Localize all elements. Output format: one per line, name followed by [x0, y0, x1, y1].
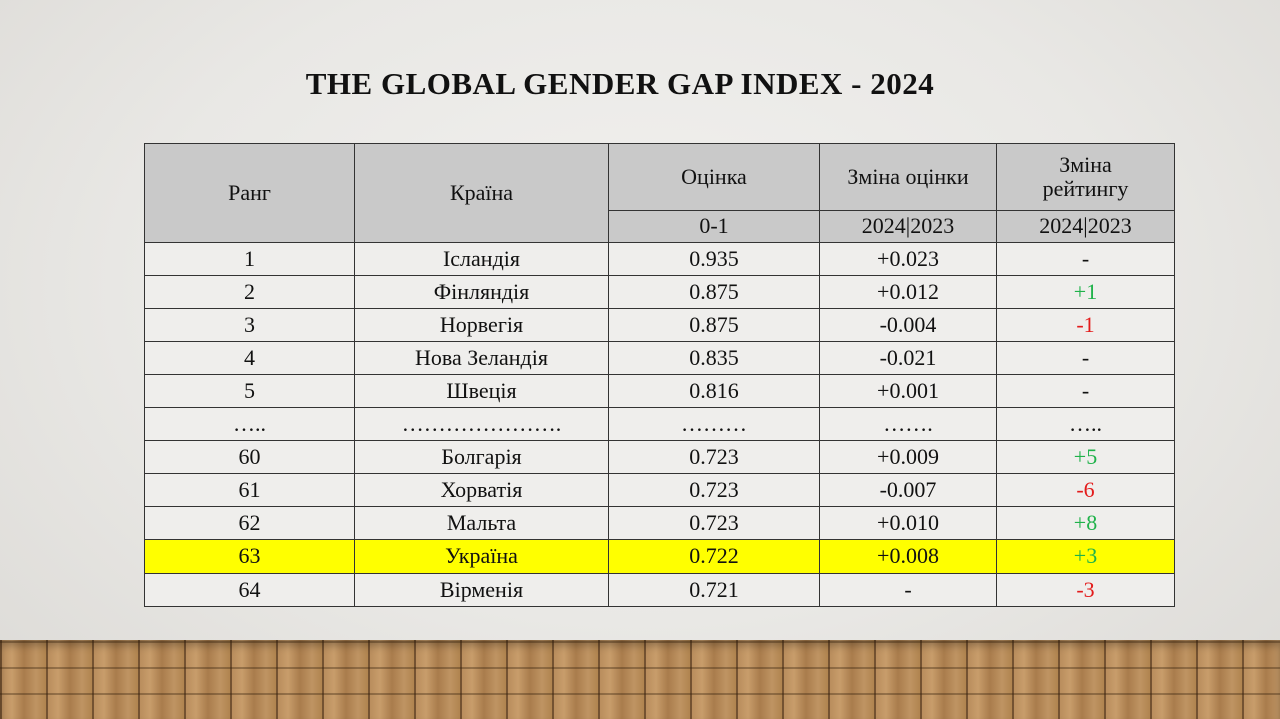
header-score: Оцінка: [608, 143, 820, 211]
cell-rank: 64: [144, 573, 355, 607]
cell-rank-change: -1: [996, 308, 1175, 342]
table-row: 60 Болгарія 0.723 +0.009 +5: [144, 440, 1175, 474]
cell-rank: 5: [144, 374, 355, 408]
cell-score-change: +0.012: [819, 275, 997, 309]
table-row: 3 Норвегія 0.875 -0.004 -1: [144, 308, 1175, 342]
cell-score-change: +0.009: [819, 440, 997, 474]
table-row: 5 Швеція 0.816 +0.001-: [144, 374, 1175, 408]
cell-score-change: …….: [819, 407, 997, 441]
cell-rank-change: +1: [996, 275, 1175, 309]
cell-country: Нова Зеландія: [354, 341, 609, 375]
cell-country: ………………….: [354, 407, 609, 441]
gender-gap-table: Ранг Країна Оцінка Зміна оцінки Зміна ре…: [144, 143, 1175, 607]
cell-score-change: +0.001: [819, 374, 997, 408]
subheader-rank-change: 2024|2023: [996, 210, 1175, 243]
cell-country: Україна: [354, 539, 609, 574]
table-row: …..………………….…………….…..: [144, 407, 1175, 441]
cell-score: 0.721: [608, 573, 820, 607]
cell-score-change: +0.023: [819, 242, 997, 276]
cell-score: 0.875: [608, 275, 820, 309]
cell-rank-change: -6: [996, 473, 1175, 507]
cell-rank-change: -: [996, 242, 1175, 276]
cell-score: 0.835: [608, 341, 820, 375]
header-rank-change: Зміна рейтингу: [996, 143, 1175, 211]
cell-rank-change: -: [996, 374, 1175, 408]
cell-score: 0.816: [608, 374, 820, 408]
cell-score: 0.723: [608, 506, 820, 540]
cell-rank: …..: [144, 407, 355, 441]
table-row: 64 Вірменія 0.721- -3: [144, 573, 1175, 607]
table-row: 1 Ісландія 0.935 +0.023-: [144, 242, 1175, 276]
table-row: 63 Україна 0.722 +0.008 +3: [144, 539, 1175, 574]
cell-rank: 60: [144, 440, 355, 474]
cell-rank: 61: [144, 473, 355, 507]
cell-rank-change: +8: [996, 506, 1175, 540]
cell-rank-change: +5: [996, 440, 1175, 474]
cell-score-change: -: [819, 573, 997, 607]
cell-score: ………: [608, 407, 820, 441]
header-rank: Ранг: [144, 143, 355, 243]
cell-rank-change: …..: [996, 407, 1175, 441]
cell-country: Фінляндія: [354, 275, 609, 309]
cell-rank: 4: [144, 341, 355, 375]
cell-country: Болгарія: [354, 440, 609, 474]
cell-rank: 62: [144, 506, 355, 540]
wooden-floor: [0, 640, 1280, 719]
cell-country: Швеція: [354, 374, 609, 408]
cell-score-change: -0.004: [819, 308, 997, 342]
table-body: 1 Ісландія 0.935 +0.023-2 Фінляндія 0.875 +0.0…: [144, 242, 1175, 607]
cell-rank-change: -: [996, 341, 1175, 375]
subheader-score-change: 2024|2023: [819, 210, 997, 243]
cell-score: 0.722: [608, 539, 820, 574]
cell-country: Норвегія: [354, 308, 609, 342]
header-score-change: Зміна оцінки: [819, 143, 997, 211]
table-row: 62 Мальта 0.723 +0.010 +8: [144, 506, 1175, 540]
cell-score: 0.875: [608, 308, 820, 342]
table-row: 4 Нова Зеландія 0.835 -0.021-: [144, 341, 1175, 375]
cell-score-change: -0.007: [819, 473, 997, 507]
slide-title: THE GLOBAL GENDER GAP INDEX - 2024: [305, 66, 935, 101]
cell-rank-change: -3: [996, 573, 1175, 607]
subheader-score: 0-1: [608, 210, 820, 243]
cell-rank: 1: [144, 242, 355, 276]
cell-score-change: +0.010: [819, 506, 997, 540]
cell-rank: 63: [144, 539, 355, 574]
cell-rank: 2: [144, 275, 355, 309]
header-country: Країна: [354, 143, 609, 243]
cell-country: Хорватія: [354, 473, 609, 507]
cell-score: 0.723: [608, 440, 820, 474]
cell-country: Вірменія: [354, 573, 609, 607]
floor-planks: [0, 640, 1280, 719]
cell-country: Ісландія: [354, 242, 609, 276]
cell-rank: 3: [144, 308, 355, 342]
cell-country: Мальта: [354, 506, 609, 540]
table-row: 61 Хорватія 0.723 -0.007 -6: [144, 473, 1175, 507]
cell-score-change: -0.021: [819, 341, 997, 375]
cell-rank-change: +3: [996, 539, 1175, 574]
table-row: 2 Фінляндія 0.875 +0.012 +1: [144, 275, 1175, 309]
cell-score: 0.935: [608, 242, 820, 276]
cell-score-change: +0.008: [819, 539, 997, 574]
cell-score: 0.723: [608, 473, 820, 507]
